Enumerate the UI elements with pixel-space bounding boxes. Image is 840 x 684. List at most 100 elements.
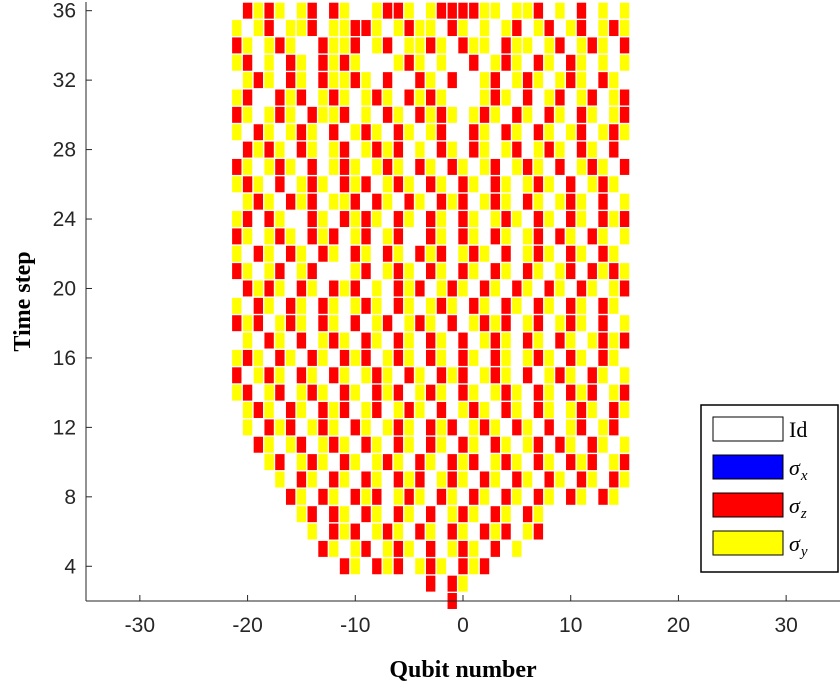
heatmap-cell (566, 54, 576, 71)
heatmap-cell (469, 176, 479, 193)
heatmap-cell (555, 488, 565, 505)
heatmap-cell (372, 488, 382, 505)
heatmap-cell (232, 315, 242, 332)
heatmap-cell (253, 245, 264, 262)
heatmap-cell (393, 384, 404, 401)
heatmap-cell (264, 54, 274, 71)
heatmap-cell (587, 211, 597, 228)
x-axis-title: Qubit number (389, 657, 537, 683)
heatmap-cell (350, 506, 360, 523)
heatmap-cell (533, 436, 544, 453)
heatmap-cell (479, 523, 490, 540)
heatmap-cell (512, 54, 522, 71)
heatmap-cell (522, 2, 533, 19)
heatmap-cell (501, 280, 511, 297)
heatmap-cell (382, 2, 393, 19)
heatmap-cell (350, 332, 360, 349)
heatmap-cell (555, 402, 565, 418)
heatmap-cell (533, 349, 544, 366)
x-tick-label: -10 (340, 614, 370, 637)
heatmap-cell (372, 193, 382, 210)
heatmap-cell (512, 89, 522, 106)
heatmap-cell (533, 89, 544, 106)
heatmap-cell (522, 20, 533, 37)
heatmap-cell (490, 158, 500, 175)
heatmap-cell (339, 540, 350, 557)
heatmap-cell (285, 211, 296, 228)
heatmap-cell (544, 454, 554, 471)
heatmap-cell (275, 158, 285, 175)
heatmap-cell (479, 315, 490, 332)
heatmap-cell (264, 176, 274, 193)
heatmap-cell (566, 245, 576, 262)
heatmap-cell (555, 158, 565, 175)
heatmap-cell (469, 141, 479, 158)
heatmap-cell (232, 384, 242, 401)
heatmap-cell (447, 72, 457, 89)
heatmap-cell (576, 245, 587, 262)
heatmap-cell (242, 349, 253, 366)
heatmap-cell (393, 367, 404, 384)
heatmap-cell (264, 384, 274, 401)
heatmap-cell (512, 193, 522, 210)
heatmap-cell (533, 245, 544, 262)
heatmap-cell (350, 367, 360, 384)
heatmap-cell (426, 349, 436, 366)
heatmap-cell (566, 436, 576, 453)
heatmap-cell (339, 106, 350, 123)
heatmap-cell (307, 471, 317, 488)
heatmap-cell (598, 436, 608, 453)
heatmap-cell (393, 523, 404, 540)
heatmap-cell (285, 124, 296, 141)
heatmap-cell (566, 384, 576, 401)
heatmap-cell (619, 106, 630, 123)
heatmap-cell (598, 211, 608, 228)
heatmap-cell (501, 263, 511, 280)
heatmap-cell (447, 575, 457, 592)
heatmap-cell (350, 297, 360, 314)
heatmap-cell (598, 245, 608, 262)
heatmap-cell (318, 54, 328, 71)
heatmap-cell (501, 332, 511, 349)
heatmap-cell (372, 158, 382, 175)
heatmap-cell (469, 211, 479, 228)
heatmap-cell (285, 54, 296, 71)
heatmap-cell (619, 349, 630, 366)
heatmap-cell (533, 367, 544, 384)
heatmap-cell (393, 193, 404, 210)
heatmap-cell (436, 141, 447, 158)
heatmap-cell (285, 106, 296, 123)
heatmap-cell (318, 523, 328, 540)
heatmap-cell (415, 384, 425, 401)
heatmap-cell (544, 436, 554, 453)
heatmap-cell (253, 89, 264, 106)
heatmap-cell (458, 367, 468, 384)
heatmap-cell (533, 20, 544, 37)
heatmap-cell (490, 245, 500, 262)
heatmap-cell (264, 436, 274, 453)
heatmap-cell (329, 436, 339, 453)
heatmap-cell (232, 72, 242, 89)
heatmap-cell (619, 2, 630, 19)
heatmap-cell (598, 297, 608, 314)
heatmap-cell (339, 558, 350, 575)
heatmap-cell (253, 367, 264, 384)
heatmap-cell (544, 72, 554, 89)
heatmap-cell (393, 37, 404, 54)
heatmap-cell (426, 575, 436, 592)
heatmap-cell (404, 20, 414, 37)
heatmap-cell (587, 89, 597, 106)
heatmap-cell (479, 349, 490, 366)
heatmap-cell (533, 2, 544, 19)
heatmap-cell (609, 384, 619, 401)
heatmap-cell (479, 193, 490, 210)
heatmap-cell (382, 228, 393, 245)
heatmap-cell (544, 332, 554, 349)
heatmap-cell (522, 141, 533, 158)
heatmap-cell (318, 367, 328, 384)
heatmap-cell (447, 367, 457, 384)
heatmap-cell (232, 106, 242, 123)
heatmap-cell (490, 141, 500, 158)
heatmap-cell (619, 263, 630, 280)
heatmap-cell (512, 20, 522, 37)
